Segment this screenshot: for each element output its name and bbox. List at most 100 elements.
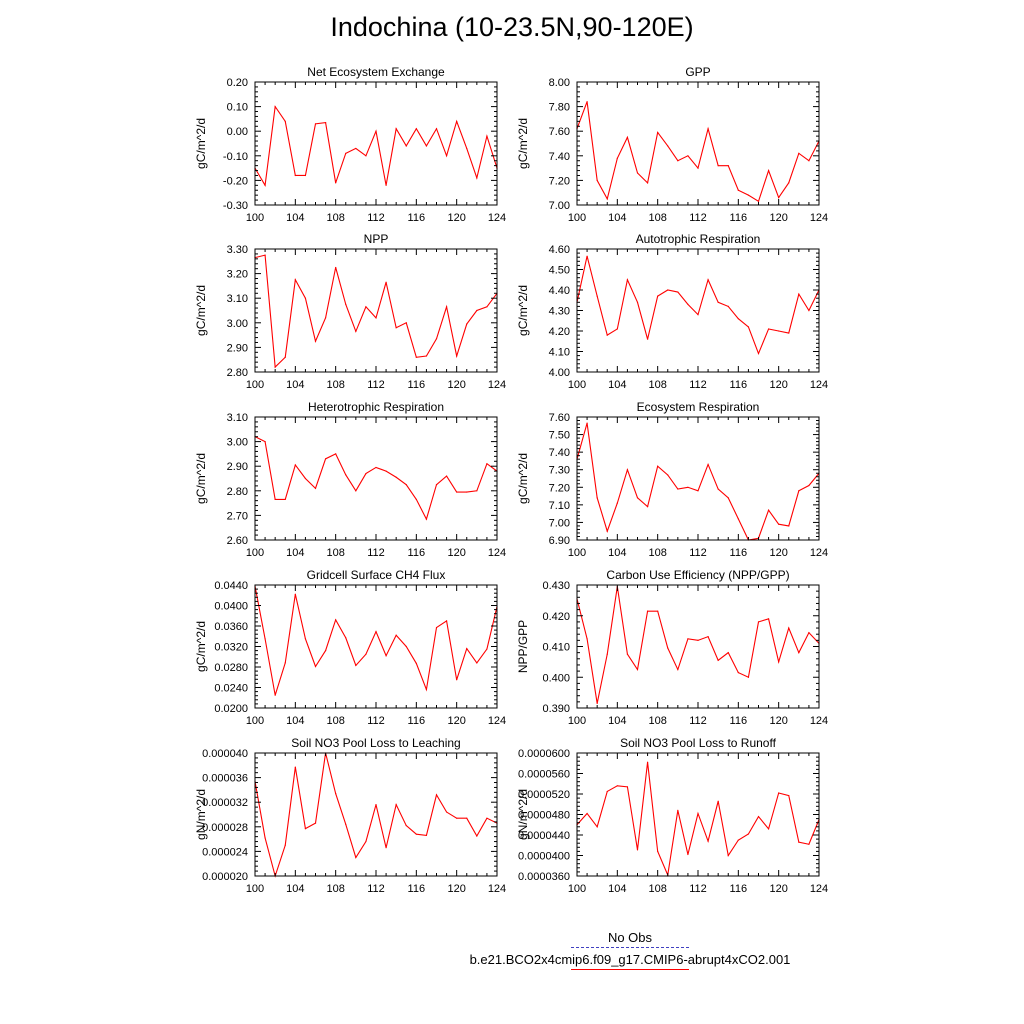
data-point [375, 130, 377, 132]
data-point [415, 128, 417, 130]
data-point [657, 295, 659, 297]
data-point [707, 636, 709, 638]
x-tick-label: 100 [568, 379, 586, 391]
data-point [375, 631, 377, 633]
data-point [425, 145, 428, 147]
y-axis-label: gC/m^2/d [194, 621, 208, 672]
data-point [335, 619, 337, 621]
x-tick-label: 108 [648, 715, 666, 727]
data-point [335, 453, 337, 455]
y-tick-label: 4.20 [549, 326, 570, 338]
data-point [606, 530, 608, 532]
panel-7: Carbon Use Efficiency (NPP/GPP) NPP/GPP 10… [516, 568, 828, 727]
data-point [345, 474, 347, 476]
panel-9: Soil NO3 Pool Loss to Runoff gN/m^2/d 100 1… [516, 736, 828, 895]
data-point [324, 121, 327, 124]
data-point [476, 309, 478, 312]
x-tick-label: 116 [408, 547, 426, 559]
x-tick-label: 112 [689, 212, 707, 224]
data-point [636, 668, 639, 671]
data-point [405, 484, 407, 486]
data-point [808, 160, 810, 162]
data-point [697, 812, 699, 815]
data-point [596, 702, 598, 704]
x-tick-label: 100 [246, 212, 264, 224]
x-tick-label: 100 [246, 883, 264, 895]
y-tick-label: 0.0000400 [518, 851, 570, 863]
data-point [335, 182, 337, 184]
data-point [657, 131, 659, 134]
data-point [284, 120, 286, 122]
data-point [445, 155, 448, 157]
data-point [294, 593, 296, 595]
y-tick-label: 0.0000360 [518, 871, 570, 883]
y-tick-label: 0.400 [542, 672, 570, 684]
x-tick-label: 108 [326, 715, 344, 727]
data-point [657, 850, 659, 853]
data-point [747, 676, 750, 678]
data-point [456, 355, 458, 357]
y-tick-label: 0.0440 [214, 580, 248, 592]
y-tick-label: 0.000036 [202, 773, 248, 785]
data-point [646, 182, 649, 184]
y-tick-label: 0.0000560 [518, 769, 570, 781]
data-point [747, 326, 750, 328]
y-tick-label: 4.50 [549, 265, 570, 277]
data-point [435, 338, 438, 340]
data-point [476, 490, 478, 492]
data-point [345, 152, 347, 154]
data-point [395, 634, 397, 636]
x-tick-label: 104 [608, 715, 626, 727]
x-tick-label: 120 [769, 212, 787, 224]
data-point [314, 822, 317, 824]
x-tick-label: 112 [367, 715, 385, 727]
x-tick-label: 100 [568, 547, 586, 559]
panel-title: Heterotrophic Respiration [308, 400, 444, 414]
data-point [445, 811, 448, 813]
data-point [345, 823, 347, 825]
data-point [284, 662, 286, 664]
x-tick-label: 124 [488, 883, 506, 895]
y-tick-label: 7.80 [549, 102, 570, 114]
data-point [767, 169, 770, 172]
data-point [778, 197, 780, 199]
data-point [606, 334, 608, 336]
x-tick-label: 120 [447, 212, 465, 224]
data-point [727, 165, 729, 167]
data-point [778, 661, 780, 663]
x-tick-label: 100 [246, 379, 264, 391]
y-tick-label: 2.80 [227, 486, 248, 498]
x-tick-label: 104 [608, 212, 626, 224]
data-point [747, 194, 750, 196]
data-point [737, 839, 739, 841]
data-point [586, 255, 588, 257]
data-point [405, 824, 407, 827]
x-tick-label: 116 [730, 883, 748, 895]
data-point [697, 167, 699, 169]
y-tick-label: 0.390 [542, 703, 570, 715]
data-point [697, 314, 699, 316]
x-tick-label: 124 [488, 212, 506, 224]
x-tick-label: 108 [648, 547, 666, 559]
data-point [778, 523, 780, 525]
data-point [727, 305, 729, 307]
y-tick-label: 0.0360 [214, 621, 248, 633]
data-point [365, 155, 367, 157]
series-line [576, 586, 820, 704]
data-point [415, 662, 417, 665]
data-point [294, 279, 296, 281]
y-tick-label: 7.30 [549, 465, 570, 477]
x-tick-label: 112 [367, 547, 385, 559]
series-line [254, 105, 498, 187]
series-line [576, 101, 820, 203]
data-point [395, 327, 397, 329]
x-tick-label: 116 [408, 379, 426, 391]
panel-3: Autotrophic Respiration gC/m^2/d 100 104 108… [516, 232, 828, 391]
data-point [778, 792, 780, 794]
panel-title: NPP [364, 232, 389, 246]
data-point [264, 837, 266, 839]
data-point [778, 330, 780, 332]
x-tick-label: 108 [326, 212, 344, 224]
data-point [445, 306, 448, 308]
panel-title: Gridcell Surface CH4 Flux [307, 568, 446, 582]
